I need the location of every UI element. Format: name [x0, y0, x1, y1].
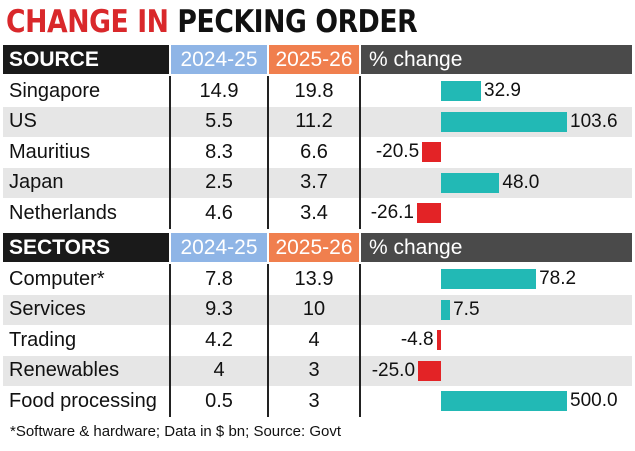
row-value-v2025: 6.6: [300, 140, 328, 163]
row-value-v2024: 2.5: [205, 171, 233, 194]
row-value-v2025: 10: [302, 298, 326, 321]
row-value-v2025: 19.8: [294, 79, 334, 102]
sectors-header-row: SECTORS 2024-25 2025-26% change: [3, 233, 632, 262]
row-label: Renewables: [9, 359, 120, 382]
source-header-cell-3: % change: [361, 45, 632, 74]
data-table: SOURCE 2024-25 2025-26% change Singapore 14.…: [3, 45, 632, 446]
row-label: Netherlands: [9, 201, 117, 224]
sectors-header-cell-3: % change: [361, 233, 632, 262]
table-row: Singapore 14.9 19.8: [3, 76, 632, 107]
table-row: Computer* 7.8 13.9: [3, 264, 632, 295]
table-row: Food processing 0.5 3: [3, 386, 632, 417]
change-bar: [417, 203, 441, 224]
row-label: Japan: [9, 171, 64, 194]
change-label: 7.5: [453, 298, 480, 320]
column-divider: [267, 264, 269, 417]
row-value-v2024: 5.5: [205, 110, 233, 133]
change-bar: [441, 391, 567, 412]
row-value-v2025: 4: [308, 328, 320, 351]
column-divider: [359, 264, 361, 417]
change-label: -4.8: [400, 329, 434, 351]
row-value-v2025: 3: [308, 389, 320, 412]
change-label: -25.0: [371, 359, 416, 381]
change-bar: [441, 111, 567, 132]
column-divider: [267, 76, 269, 229]
table-row: Japan 2.5 3.7: [3, 167, 632, 198]
change-bar: [422, 142, 441, 163]
row-value-v2024: 4.2: [205, 328, 233, 351]
table-row: Services 9.3 10: [3, 294, 632, 325]
row-value-v2024: 8.3: [205, 140, 233, 163]
change-bar: [441, 269, 537, 290]
row-label: US: [9, 110, 37, 133]
chart-title: CHANGE IN PECKING ORDER: [6, 2, 418, 42]
table-row: Trading 4.2 4: [3, 325, 632, 356]
column-divider: [169, 264, 171, 417]
row-value-v2025: 13.9: [294, 267, 334, 290]
row-value-v2024: 7.8: [205, 267, 233, 290]
sectors-header-cell-2: 2025-26: [269, 233, 359, 262]
title-part-black: PECKING ORDER: [177, 4, 418, 40]
change-label: -26.1: [370, 202, 414, 224]
change-label: 500.0: [570, 390, 618, 412]
row-label: Trading: [9, 328, 77, 351]
source-header-row: SOURCE 2024-25 2025-26% change: [3, 45, 632, 74]
row-value-v2024: 14.9: [199, 79, 239, 102]
source-header-cell-2: 2025-26: [269, 45, 359, 74]
sectors-header-cell-0: SECTORS: [3, 233, 169, 262]
row-value-v2024: 9.3: [205, 298, 233, 321]
column-divider: [169, 76, 171, 229]
change-label: 78.2: [539, 268, 577, 290]
row-value-v2024: 0.5: [205, 389, 233, 412]
source-header-cell-0: SOURCE: [3, 45, 169, 74]
change-label: -20.5: [375, 141, 420, 163]
change-label: 32.9: [484, 80, 521, 102]
change-bar: [436, 330, 441, 351]
table-row: Netherlands 4.6 3.4: [3, 198, 632, 229]
row-label: Singapore: [9, 79, 101, 102]
change-bar: [441, 81, 481, 102]
change-bar: [441, 299, 451, 320]
row-value-v2025: 11.2: [295, 110, 333, 133]
change-label: 48.0: [502, 171, 540, 193]
row-label: Services: [9, 298, 86, 321]
row-value-v2024: 4: [213, 359, 225, 382]
table-row: Renewables 4 3: [3, 355, 632, 386]
source-header-cell-1: 2024-25: [171, 45, 267, 74]
sectors-header-cell-1: 2024-25: [171, 233, 267, 262]
row-label: Computer*: [9, 267, 105, 290]
change-bar: [441, 172, 500, 193]
title-part-red: CHANGE IN: [6, 4, 169, 40]
row-label: Food processing: [9, 389, 157, 412]
change-bar: [418, 360, 441, 381]
row-value-v2024: 4.6: [205, 201, 233, 224]
row-value-v2025: 3.4: [300, 201, 328, 224]
row-value-v2025: 3: [308, 359, 320, 382]
row-value-v2025: 3.7: [300, 171, 328, 194]
row-label: Mauritius: [9, 140, 91, 163]
change-label: 103.6: [570, 110, 618, 132]
table-row: Mauritius 8.3 6.6: [3, 137, 632, 168]
footnote: *Software & hardware; Data in $ bn; Sour…: [10, 423, 342, 440]
column-divider: [359, 76, 361, 229]
